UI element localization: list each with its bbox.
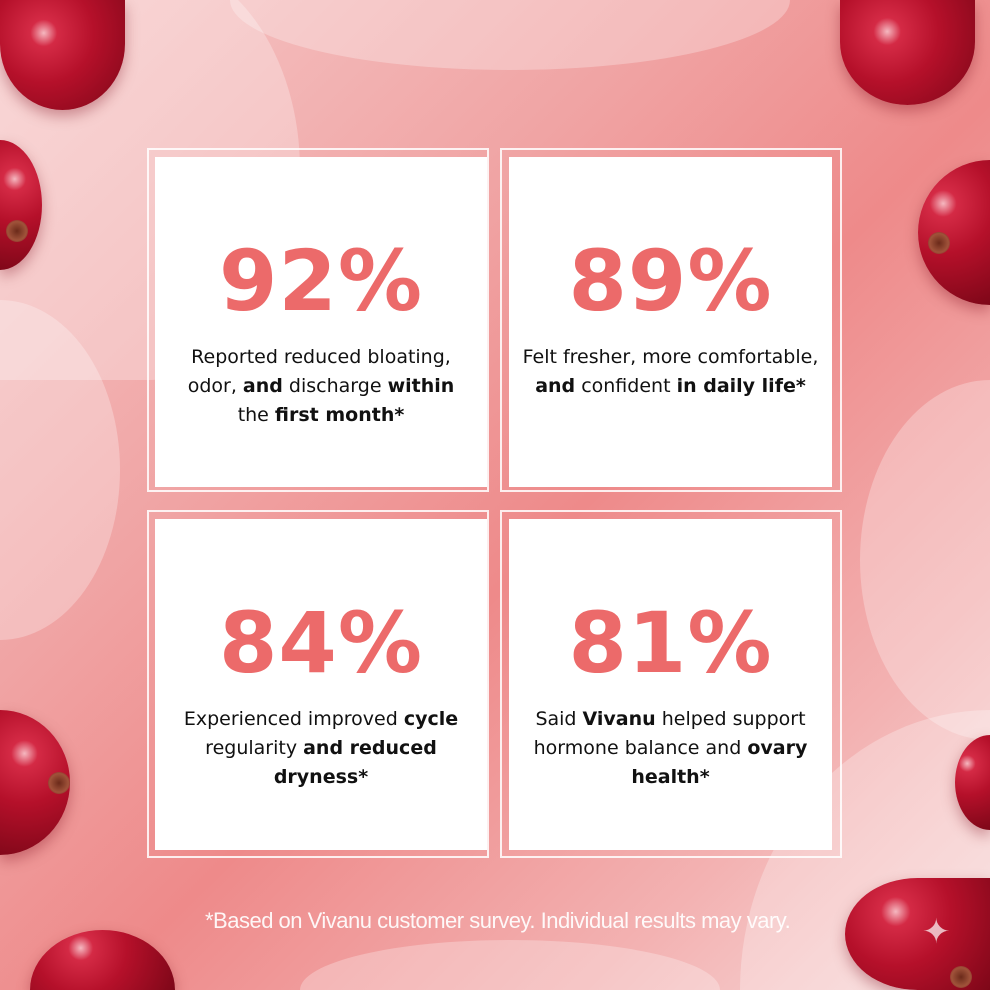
stat-description: Said Vivanu helped support hormone balan… <box>533 708 808 788</box>
card-frame <box>500 510 842 858</box>
card-frame <box>147 148 489 492</box>
card-frame <box>500 148 842 492</box>
cranberry-image <box>845 878 990 990</box>
stat-description: Experienced improved cycle regularity an… <box>183 708 459 788</box>
stat-card: 84% Experienced improved cycle regularit… <box>155 519 487 850</box>
background-circle <box>230 0 790 70</box>
stat-value: 84% <box>218 594 424 692</box>
stat-card: 81% Said Vivanu helped support hormone b… <box>509 519 832 850</box>
background-circle <box>300 940 720 990</box>
cranberry-image <box>0 710 70 855</box>
cranberry-image <box>918 160 990 305</box>
stat-value: 81% <box>568 594 773 692</box>
sparkle-icon: ✦ <box>922 912 951 952</box>
stat-value: 92% <box>218 232 424 330</box>
cranberry-image <box>0 0 125 110</box>
stat-value: 89% <box>568 232 773 330</box>
stat-description: Felt fresher, more comfortable, and conf… <box>522 346 819 397</box>
background-circle <box>860 380 990 740</box>
stat-card: 89% Felt fresher, more comfortable, and … <box>509 157 832 487</box>
disclaimer-footer: *Based on Vivanu customer survey. Indivi… <box>205 908 791 933</box>
cranberry-image <box>840 0 975 105</box>
stat-card: 92% Reported reduced bloating, odor, and… <box>155 157 487 487</box>
stat-description: Reported reduced bloating, odor, and dis… <box>187 346 455 426</box>
card-frame <box>147 510 489 858</box>
cranberry-image <box>30 930 175 990</box>
